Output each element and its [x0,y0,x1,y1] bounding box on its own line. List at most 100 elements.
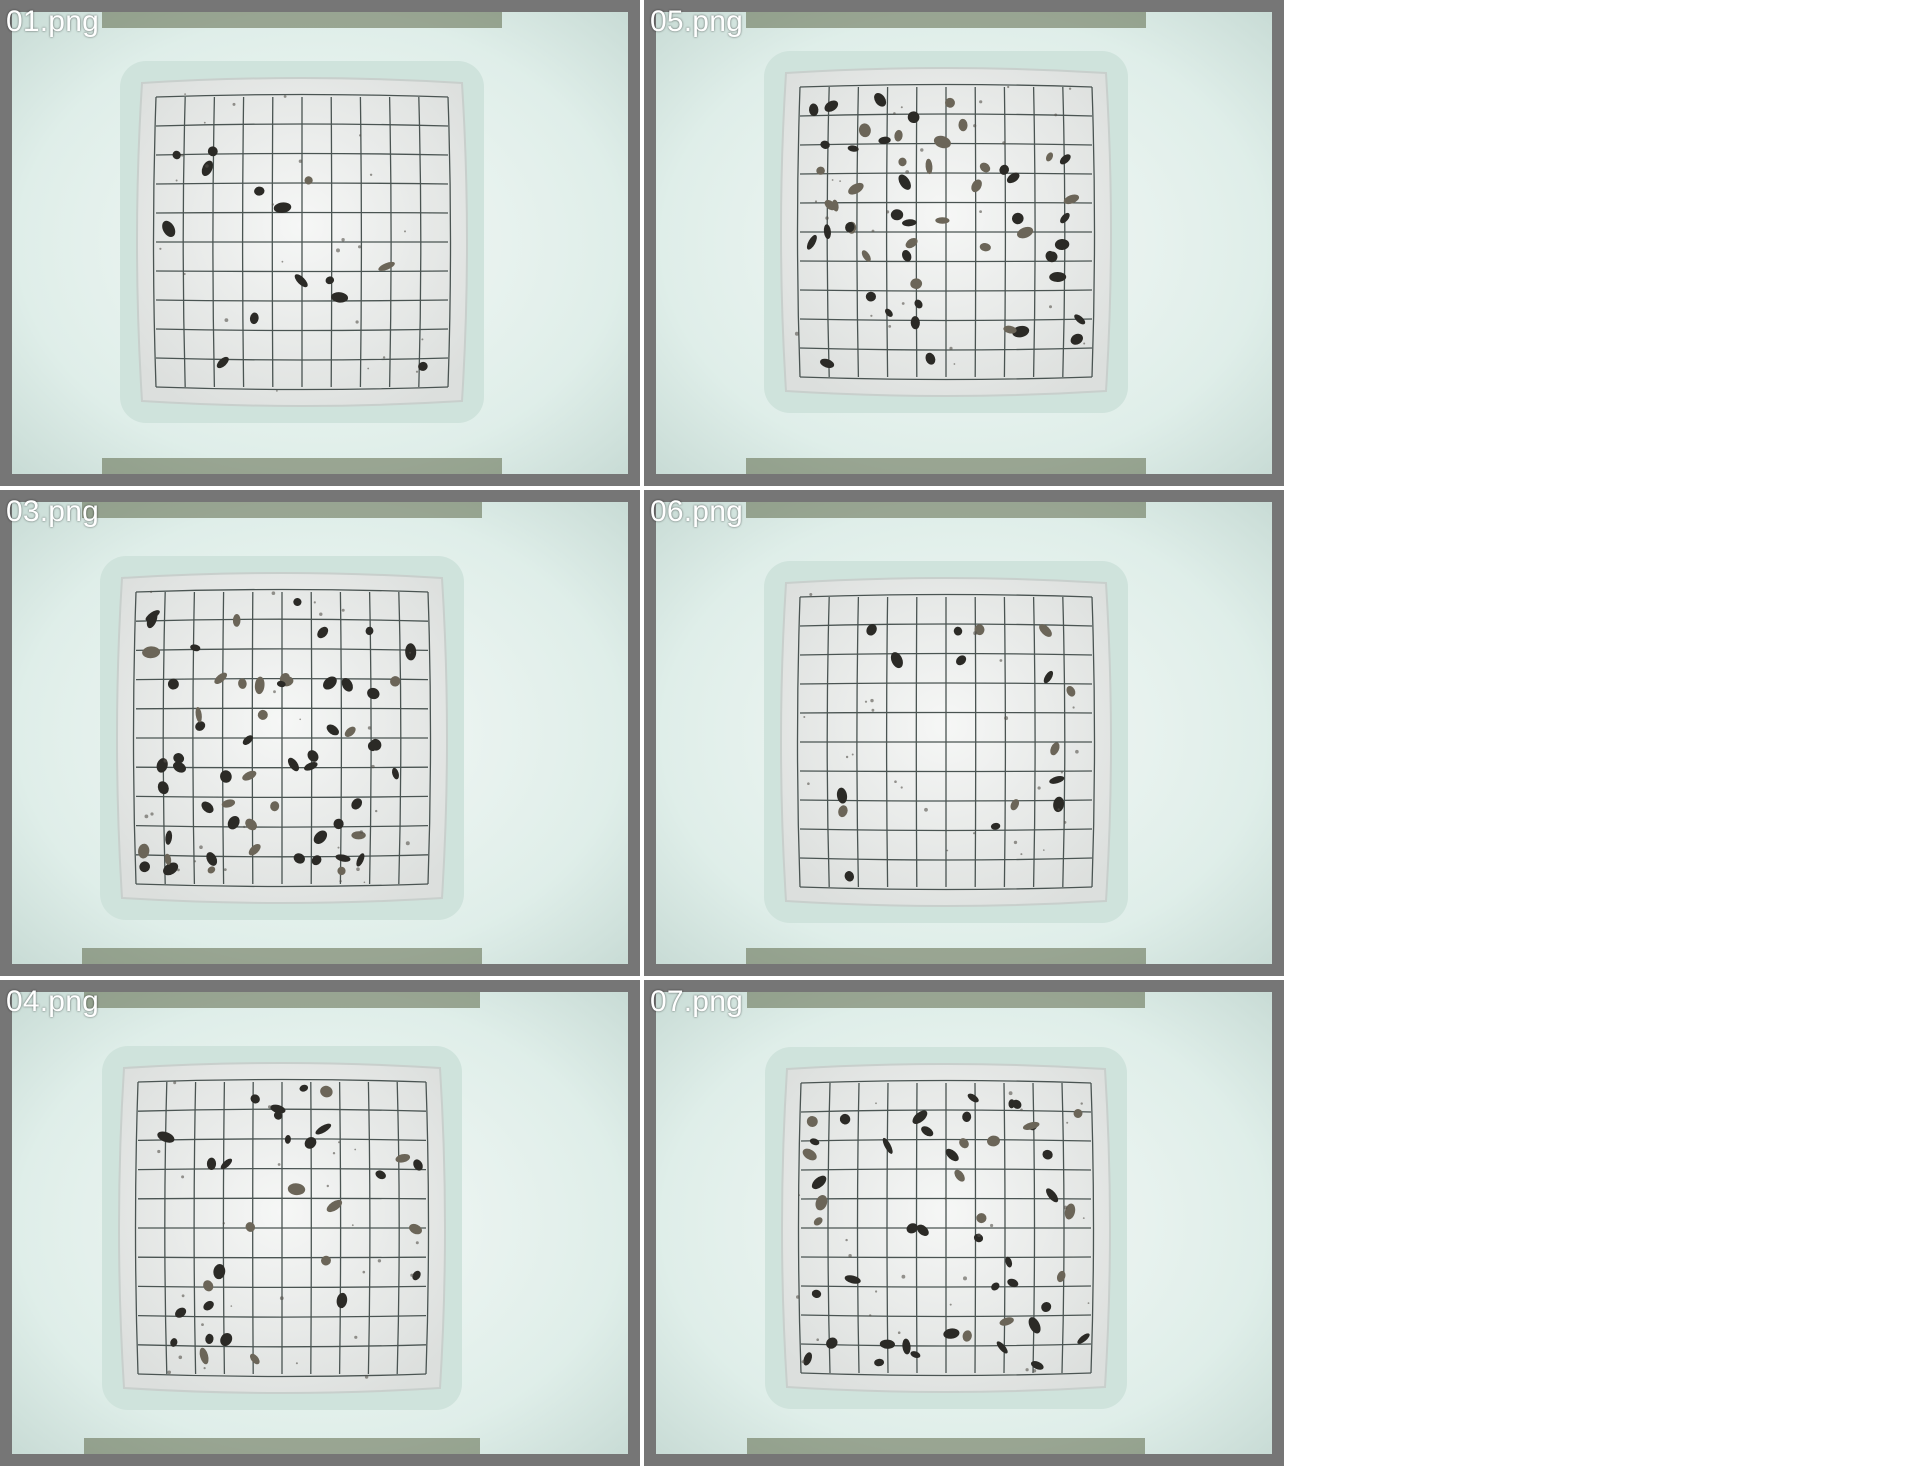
insect-specimen [413,1159,423,1171]
debris-speck [949,1303,952,1306]
grid-line [418,96,422,388]
debris-speck [364,1375,369,1379]
debris-speck [807,782,810,785]
insect-specimen [320,1085,333,1098]
debris-speck [273,690,276,694]
insect-specimen [1049,775,1065,784]
image-tile-4[interactable]: 06.png [644,490,1284,976]
insect-specimen [392,767,399,780]
insect-specimen [205,1333,214,1344]
insect-specimen [902,1338,911,1355]
image-tile-6[interactable]: 07.png [644,980,1284,1466]
debris-speck [199,845,203,849]
insect-specimen [163,862,179,876]
insect-specimen [167,678,179,690]
debris-speck [1066,1121,1069,1124]
debris-speck [1060,771,1063,774]
insect-specimen [203,1280,214,1292]
image-tile-3[interactable]: 03.png [0,490,640,976]
insect-specimen [170,1338,178,1347]
grid-line [1090,1082,1095,1374]
debris-speck [271,591,276,595]
insect-specimen [232,614,241,627]
debris-speck [338,1141,340,1144]
insect-specimen [1043,670,1054,684]
insect-specimen [207,866,216,874]
debris-speck [949,346,953,350]
debris-speck [803,716,806,718]
insect-specimen [832,199,839,212]
insect-specimen [356,853,365,867]
insect-specimen [802,1148,817,1161]
image-tile-1[interactable]: 01.png [0,0,640,486]
debris-speck [1032,1369,1037,1373]
insect-specimen [858,123,871,138]
insect-specimen [321,1255,331,1266]
insect-specimen [935,217,950,224]
insect-specimen [220,770,232,783]
insect-specimen [195,706,202,723]
trap-photo-graphic [12,12,628,474]
background-foliage [746,948,1146,964]
insect-specimen [916,1224,929,1237]
insect-specimen [304,176,313,185]
grid-line [974,596,977,888]
insect-specimen [139,861,151,873]
image-tile-2[interactable]: 05.png [644,0,1284,486]
insect-specimen [395,1153,411,1163]
insect-specimen [1012,1099,1022,1109]
debris-speck [268,1105,272,1109]
debris-speck [1020,853,1023,856]
insect-specimen [956,655,967,666]
insect-specimen [344,726,356,737]
insect-specimen [227,815,240,830]
insect-specimen [341,677,353,692]
insect-specimen [885,308,893,317]
insect-specimen [906,1223,918,1234]
insect-specimen [976,1213,987,1224]
trap-photo [12,12,628,474]
grid-line [132,591,137,885]
debris-speck [901,1274,906,1279]
grid-line [800,1372,1092,1377]
trap-photo-graphic [12,502,628,964]
insect-specimen [206,852,218,866]
insect-specimen [1003,325,1017,334]
trap-photo [656,502,1272,964]
insect-specimen [844,871,854,882]
insect-specimen [865,291,876,302]
debris-speck [809,593,813,596]
grid-line [427,591,432,885]
insect-specimen [808,103,819,117]
insect-specimen [284,1135,291,1144]
insect-specimen [390,676,401,687]
insect-specimen [175,1307,187,1318]
grid-line [338,1081,342,1375]
grid-line [799,886,1093,891]
grid-line [137,1256,427,1259]
insect-specimen [299,1084,309,1092]
grid-line [1003,596,1007,888]
insect-specimen [336,1292,348,1309]
insect-specimen [1005,1256,1013,1268]
grid-line [137,1314,427,1318]
debris-speck [973,832,976,835]
insect-specimen [365,626,374,636]
insect-specimen [996,1341,1008,1354]
debris-speck [157,1149,161,1154]
debris-speck [276,390,278,392]
debris-speck [1083,342,1086,345]
image-caption: 04.png [6,985,99,1018]
insect-specimen [945,1148,959,1162]
insect-specimen [293,597,302,607]
insect-specimen [146,611,158,629]
debris-speck [326,1184,329,1188]
grid-line [799,347,1093,351]
image-tile-5[interactable]: 04.png [0,980,640,1466]
debris-speck [415,370,419,373]
debris-speck [369,173,373,176]
insect-specimen [874,92,887,107]
grid-line [425,1081,430,1375]
insect-specimen [142,646,161,659]
grid-line [398,591,402,885]
